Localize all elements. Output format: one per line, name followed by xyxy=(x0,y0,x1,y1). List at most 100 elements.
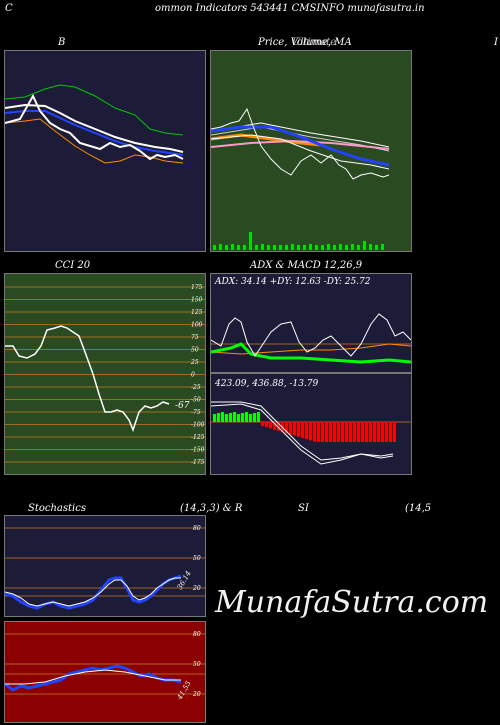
macd-histogram-bar xyxy=(241,413,244,422)
macd-histogram-bar xyxy=(265,422,268,428)
cci-tick-label: -125 xyxy=(191,434,205,441)
macd-histogram-bar xyxy=(317,422,320,442)
stochastics-chart: 80 50 20 36.14 xyxy=(5,525,205,610)
bollinger-price-line xyxy=(5,93,184,161)
macd-histogram-bar xyxy=(305,422,308,440)
cci-tick-label: -50 xyxy=(191,397,201,404)
volume-bar xyxy=(225,245,228,250)
stochastics-params: (14,3,3) & R xyxy=(180,503,243,514)
volume-bar xyxy=(279,245,282,250)
macd-readout: 423.09, 436.88, -13.79 xyxy=(214,379,319,389)
adx-chart: ADX: 34.14 +DY: 12.63 -DY: 25.72 xyxy=(211,277,411,364)
macd-histogram-bar xyxy=(369,422,372,442)
macd-histogram-bar xyxy=(229,413,232,422)
price-title: Price, Volume, MA xyxy=(258,37,352,48)
macd-histogram-bar xyxy=(277,422,280,431)
ma-line-blue xyxy=(211,125,390,167)
macd-histogram-bar xyxy=(213,414,216,422)
rsi-line xyxy=(5,664,182,692)
stoch-k-line xyxy=(5,574,182,610)
adx-panel: ADX: 34.14 +DY: 12.63 -DY: 25.72 xyxy=(210,273,412,373)
rsi-panel: 80 50 20 41.55 xyxy=(4,621,206,723)
macd-histogram-bar xyxy=(253,413,256,422)
macd-histogram-bar xyxy=(321,422,324,442)
cci-tick-label: -100 xyxy=(191,422,205,429)
volume-bar xyxy=(309,244,312,250)
price-chart xyxy=(211,107,390,250)
macd-histogram-bar xyxy=(325,422,328,442)
cci-tick-label: 25 xyxy=(190,359,199,366)
macd-histogram-bar xyxy=(341,422,344,442)
volume-bar xyxy=(327,244,330,250)
macd-histogram-bar xyxy=(337,422,340,442)
macd-histogram-bar xyxy=(313,422,316,442)
cci-value-label: -67 xyxy=(175,401,190,411)
macd-histogram-bar xyxy=(301,422,304,438)
bollinger-title: B xyxy=(58,37,66,48)
macd-histogram-bar xyxy=(377,422,380,442)
rsi-params: (14,5 xyxy=(405,503,432,514)
volume-bar xyxy=(297,245,300,250)
page-title: ommon Indicators 543441 CMSINFO munafasu… xyxy=(155,3,425,14)
ma-line-white-2 xyxy=(211,134,390,170)
rsi-tick: 20 xyxy=(192,691,201,698)
macd-chart: 423.09, 436.88, -13.79 xyxy=(211,379,411,465)
volume-bar xyxy=(273,245,276,250)
volume-bar xyxy=(243,245,246,250)
macd-histogram-bar xyxy=(389,422,392,442)
macd-histogram-bar xyxy=(393,422,396,442)
cci-tick-label: -175 xyxy=(191,459,205,466)
macd-histogram-bar xyxy=(381,422,384,442)
volume-bar xyxy=(231,244,234,250)
volume-bar xyxy=(213,245,216,250)
volume-bars xyxy=(213,232,384,250)
macd-histogram-bar xyxy=(285,422,288,434)
volume-bar xyxy=(255,245,258,250)
volume-bar xyxy=(237,245,240,250)
plus-dy-line xyxy=(211,342,411,364)
bollinger-middle-band xyxy=(5,103,184,153)
cci-tick-label: -75 xyxy=(191,409,201,416)
macd-histogram-bar xyxy=(309,422,312,441)
volume-bar xyxy=(381,244,384,250)
cci-tick-label: 0 xyxy=(191,372,195,379)
cci-tick-label: 125 xyxy=(191,309,203,316)
macd-histogram-bar xyxy=(373,422,376,442)
volume-bar xyxy=(321,245,324,250)
macd-histogram-bar xyxy=(225,414,228,422)
volume-bar xyxy=(303,245,306,250)
price-right-cut-label: I xyxy=(494,37,498,48)
volume-bar xyxy=(315,245,318,250)
rsi-tick: 80 xyxy=(193,631,201,638)
macd-histogram-bar xyxy=(273,422,276,430)
macd-histogram-bar xyxy=(261,422,264,426)
volume-bar xyxy=(345,245,348,250)
volume-bar xyxy=(267,245,270,250)
macd-histogram-bar xyxy=(297,422,300,437)
macd-histogram-bar xyxy=(237,414,240,422)
stoch-tick: 50 xyxy=(193,555,201,562)
bollinger-chart xyxy=(5,84,184,164)
volume-bar xyxy=(219,244,222,250)
rsi-signal-line xyxy=(5,669,181,685)
macd-histogram-bar xyxy=(333,422,336,442)
volume-bar xyxy=(249,232,252,250)
adx-macd-title: ADX & MACD 12,26,9 xyxy=(250,260,363,271)
cci-line xyxy=(5,325,170,433)
macd-histogram-bar xyxy=(353,422,356,442)
macd-histogram-bar xyxy=(249,414,252,422)
cci-tick-label: 150 xyxy=(191,297,203,304)
bollinger-upper-band xyxy=(5,84,184,136)
volume-bar xyxy=(285,245,288,250)
rsi-title: SI xyxy=(298,503,309,514)
macd-panel: 423.09, 436.88, -13.79 xyxy=(210,373,412,475)
cci-tick-label: 50 xyxy=(191,347,199,354)
volume-bar xyxy=(339,244,342,250)
cci-tick-label: 100 xyxy=(191,322,203,329)
rsi-chart: 80 50 20 41.55 xyxy=(5,631,205,702)
cci-tick-label: 175 xyxy=(191,284,203,291)
price-panel xyxy=(210,50,412,252)
cci-panel: 175 150 125 100 75 50 25 0 -25 -50 -75 -100 -125 -150… xyxy=(4,273,206,475)
volume-bar xyxy=(357,245,360,250)
macd-line xyxy=(211,403,394,465)
